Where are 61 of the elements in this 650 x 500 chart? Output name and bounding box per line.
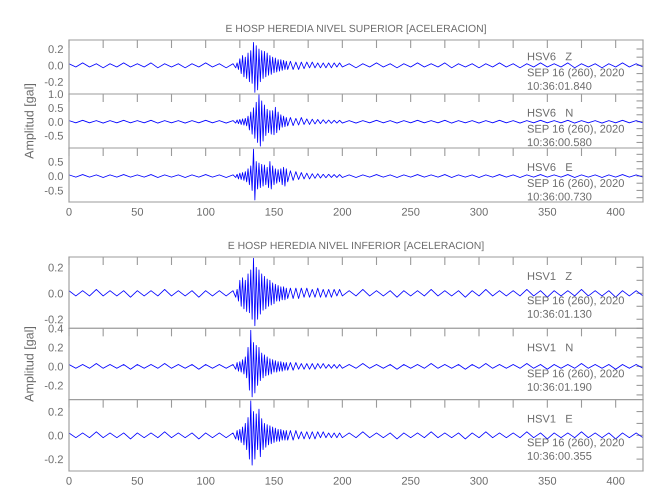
x-tick-label: 400 xyxy=(606,476,624,485)
annotation: SEP 16 (260), 2020 xyxy=(528,369,624,380)
x-tick-label: 200 xyxy=(334,208,352,216)
x-tick-label: 250 xyxy=(402,476,420,485)
x-tick-label: 150 xyxy=(266,208,283,216)
y-tick-label: 1.0 xyxy=(48,90,64,98)
y-tick-label: 0.0 xyxy=(48,432,64,440)
x-tick-label: 250 xyxy=(402,208,420,216)
annotation: 10:36:01.840 xyxy=(528,82,592,90)
y-tick-label: -0.5 xyxy=(44,186,63,195)
y-tick-label: -0.2 xyxy=(44,316,63,324)
y-tick-label: 0.5 xyxy=(48,104,63,112)
annotation: 10:36:00.730 xyxy=(528,192,592,200)
annotation: SEP 16 (260), 2020 xyxy=(528,438,624,449)
x-tick-label: 150 xyxy=(266,476,283,485)
x-tick-label: 350 xyxy=(538,476,556,485)
chart-title: E HOSP HEREDIA NIVEL SUPERIOR [ACELERACION] xyxy=(226,24,486,34)
x-tick-label: 50 xyxy=(132,476,144,485)
annotation: 10:36:00.355 xyxy=(528,452,592,460)
y-tick-label: 0.2 xyxy=(48,45,63,54)
x-tick-label: 100 xyxy=(197,476,214,485)
x-tick-label: 100 xyxy=(197,208,214,216)
y-axis-title: Amplitud [gal] xyxy=(24,327,36,402)
annotation: HSV6 E xyxy=(528,163,572,171)
y-tick-label: 0.0 xyxy=(48,362,64,371)
chart-title: E HOSP HEREDIA NIVEL INFERIOR [ACELERACION] xyxy=(228,241,484,252)
y-tick-label: 0.5 xyxy=(48,158,63,166)
annotation: HSV6 Z xyxy=(528,52,572,60)
x-tick-label: 300 xyxy=(470,208,488,216)
annotation: SEP 16 (260), 2020 xyxy=(528,178,624,190)
y-tick-label: -0.2 xyxy=(44,455,63,464)
x-tick-label: 0 xyxy=(66,208,72,216)
annotation: 10:36:01.130 xyxy=(528,310,592,318)
x-tick-label: 200 xyxy=(334,476,352,485)
y-tick-label: 0.2 xyxy=(48,264,63,272)
annotation: SEP 16 (260), 2020 xyxy=(528,296,624,306)
y-tick-label: 0.0 xyxy=(48,172,64,180)
annotation: SEP 16 (260), 2020 xyxy=(528,124,624,135)
annotation: SEP 16 (260), 2020 xyxy=(528,68,624,79)
y-tick-label: 0.4 xyxy=(48,324,64,332)
annotation: HSV1 E xyxy=(528,414,572,423)
x-tick-label: 0 xyxy=(66,476,72,485)
x-tick-label: 50 xyxy=(132,208,144,216)
y-tick-label: 0.0 xyxy=(48,62,64,70)
x-tick-label: 400 xyxy=(606,208,624,216)
annotation: HSV6 N xyxy=(528,108,572,117)
annotation: HSV1 Z xyxy=(528,272,572,280)
y-tick-label: 0.0 xyxy=(48,290,64,298)
y-tick-label: -0.2 xyxy=(44,382,63,390)
annotation: HSV1 N xyxy=(528,343,572,352)
x-tick-label: 350 xyxy=(538,208,556,216)
y-tick-label: 0.2 xyxy=(48,344,63,352)
y-tick-label: 0.2 xyxy=(48,408,63,416)
y-tick-label: 0.0 xyxy=(48,118,64,126)
annotation: 10:36:00.580 xyxy=(528,138,592,146)
y-tick-label: -0.5 xyxy=(44,132,63,140)
annotation: 10:36:01.190 xyxy=(528,382,592,391)
y-axis-title: Amplitud [gal] xyxy=(24,84,36,159)
y-tick-label: -0.2 xyxy=(44,78,63,86)
line-series xyxy=(69,258,643,326)
x-tick-label: 300 xyxy=(470,476,488,485)
